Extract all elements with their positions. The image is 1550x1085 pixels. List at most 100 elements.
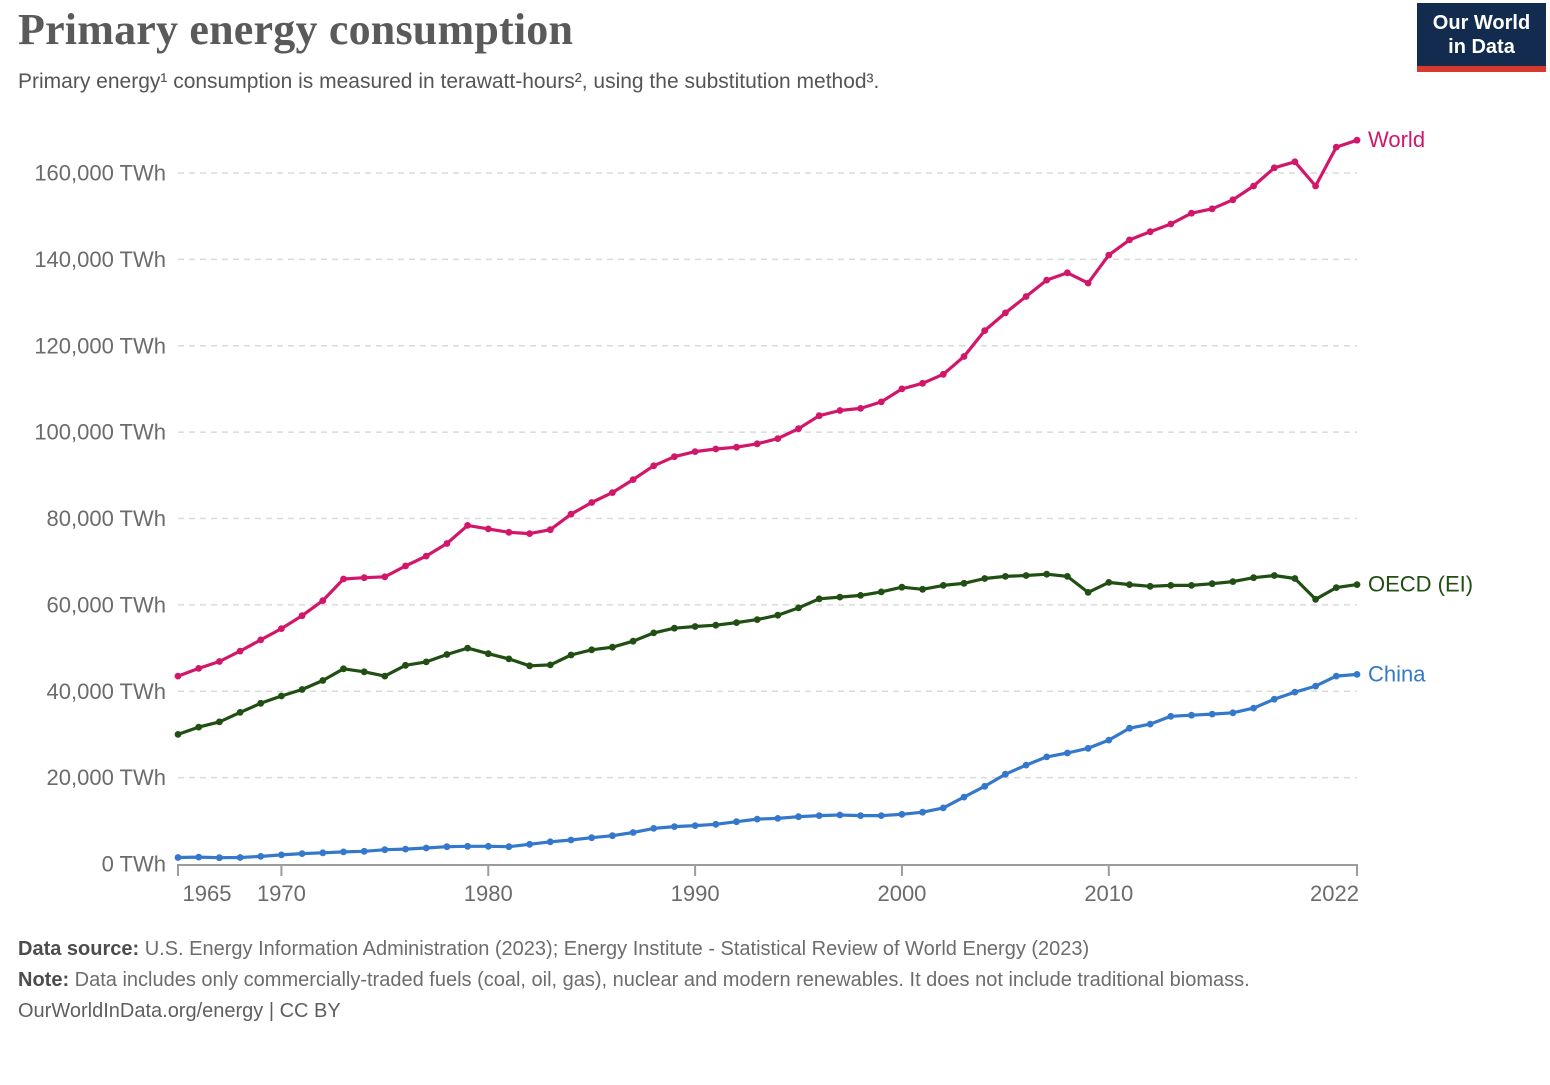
data-point[interactable] bbox=[1250, 574, 1257, 582]
data-point[interactable] bbox=[981, 327, 989, 334]
data-point[interactable] bbox=[1291, 158, 1299, 166]
data-point[interactable] bbox=[236, 647, 244, 655]
data-point[interactable] bbox=[298, 686, 306, 693]
data-point[interactable] bbox=[360, 847, 368, 855]
data-point[interactable] bbox=[257, 636, 265, 644]
data-point[interactable] bbox=[857, 592, 864, 599]
data-point[interactable] bbox=[1250, 182, 1257, 190]
data-point[interactable] bbox=[319, 677, 327, 684]
data-point[interactable] bbox=[609, 643, 616, 651]
data-point[interactable] bbox=[505, 655, 513, 663]
data-point[interactable] bbox=[526, 662, 533, 670]
series-oecd-ei[interactable]: OECD (EI) bbox=[174, 570, 1474, 738]
data-point[interactable] bbox=[1043, 753, 1051, 761]
data-point[interactable] bbox=[278, 625, 285, 632]
data-point[interactable] bbox=[1002, 309, 1009, 317]
data-point[interactable] bbox=[960, 579, 968, 587]
data-point[interactable] bbox=[1064, 749, 1071, 757]
data-point[interactable] bbox=[443, 540, 451, 547]
data-point[interactable] bbox=[629, 829, 637, 836]
data-point[interactable] bbox=[195, 853, 203, 861]
data-point[interactable] bbox=[381, 672, 389, 680]
data-point[interactable] bbox=[691, 448, 699, 455]
data-point[interactable] bbox=[402, 661, 409, 669]
data-point[interactable] bbox=[1312, 182, 1319, 190]
data-point[interactable] bbox=[1312, 682, 1319, 690]
data-point[interactable] bbox=[753, 440, 761, 448]
series-china[interactable]: China bbox=[174, 661, 1427, 862]
data-point[interactable] bbox=[567, 651, 575, 659]
data-point[interactable] bbox=[588, 834, 596, 842]
data-point[interactable] bbox=[1250, 704, 1257, 712]
data-point[interactable] bbox=[1146, 720, 1154, 728]
data-point[interactable] bbox=[567, 836, 575, 844]
data-point[interactable] bbox=[981, 575, 989, 582]
data-point[interactable] bbox=[1188, 582, 1195, 589]
data-point[interactable] bbox=[1353, 136, 1361, 144]
data-point[interactable] bbox=[712, 621, 720, 629]
data-point[interactable] bbox=[939, 582, 947, 589]
data-point[interactable] bbox=[1105, 736, 1113, 744]
data-point[interactable] bbox=[174, 854, 182, 861]
data-point[interactable] bbox=[1332, 584, 1340, 591]
data-point[interactable] bbox=[484, 525, 492, 533]
data-point[interactable] bbox=[753, 815, 761, 823]
data-point[interactable] bbox=[319, 597, 327, 604]
data-point[interactable] bbox=[546, 661, 554, 669]
data-point[interactable] bbox=[609, 489, 616, 496]
data-point[interactable] bbox=[774, 611, 782, 619]
data-point[interactable] bbox=[815, 812, 823, 819]
data-point[interactable] bbox=[1064, 573, 1071, 580]
data-point[interactable] bbox=[1229, 196, 1237, 204]
data-point[interactable] bbox=[960, 793, 968, 801]
data-point[interactable] bbox=[484, 650, 492, 658]
data-point[interactable] bbox=[836, 811, 844, 819]
data-point[interactable] bbox=[671, 823, 678, 830]
data-point[interactable] bbox=[1126, 236, 1133, 244]
data-point[interactable] bbox=[216, 718, 223, 726]
data-point[interactable] bbox=[1105, 251, 1113, 259]
data-point[interactable] bbox=[753, 616, 761, 623]
data-point[interactable] bbox=[567, 510, 575, 518]
data-point[interactable] bbox=[1126, 581, 1133, 588]
data-point[interactable] bbox=[319, 849, 327, 857]
data-point[interactable] bbox=[546, 838, 554, 846]
data-point[interactable] bbox=[1022, 293, 1030, 300]
data-point[interactable] bbox=[1188, 209, 1195, 217]
data-point[interactable] bbox=[257, 699, 265, 707]
data-point[interactable] bbox=[1353, 581, 1361, 588]
series-line[interactable] bbox=[176, 672, 1359, 860]
data-point[interactable] bbox=[733, 443, 740, 451]
data-point[interactable] bbox=[795, 425, 802, 433]
data-point[interactable] bbox=[236, 854, 244, 861]
data-point[interactable] bbox=[360, 668, 368, 676]
data-point[interactable] bbox=[526, 840, 533, 848]
data-point[interactable] bbox=[857, 812, 864, 819]
data-point[interactable] bbox=[195, 665, 203, 672]
data-point[interactable] bbox=[1167, 220, 1175, 228]
data-point[interactable] bbox=[795, 604, 802, 612]
data-point[interactable] bbox=[1208, 205, 1216, 213]
data-point[interactable] bbox=[174, 731, 182, 738]
data-point[interactable] bbox=[836, 593, 844, 601]
data-point[interactable] bbox=[381, 573, 389, 581]
data-point[interactable] bbox=[1208, 580, 1216, 588]
data-point[interactable] bbox=[981, 782, 989, 790]
data-point[interactable] bbox=[1084, 589, 1092, 596]
data-point[interactable] bbox=[1167, 712, 1175, 720]
data-point[interactable] bbox=[1167, 582, 1175, 589]
data-point[interactable] bbox=[1146, 582, 1154, 590]
data-point[interactable] bbox=[1188, 711, 1195, 719]
data-point[interactable] bbox=[815, 412, 823, 420]
data-point[interactable] bbox=[1146, 228, 1154, 236]
data-point[interactable] bbox=[712, 445, 720, 453]
data-point[interactable] bbox=[691, 822, 699, 829]
data-point[interactable] bbox=[960, 353, 968, 360]
data-point[interactable] bbox=[609, 832, 616, 840]
data-point[interactable] bbox=[464, 842, 471, 850]
data-point[interactable] bbox=[1002, 770, 1009, 778]
data-point[interactable] bbox=[588, 499, 596, 506]
data-point[interactable] bbox=[340, 665, 347, 673]
data-point[interactable] bbox=[278, 851, 285, 859]
data-point[interactable] bbox=[774, 815, 782, 822]
